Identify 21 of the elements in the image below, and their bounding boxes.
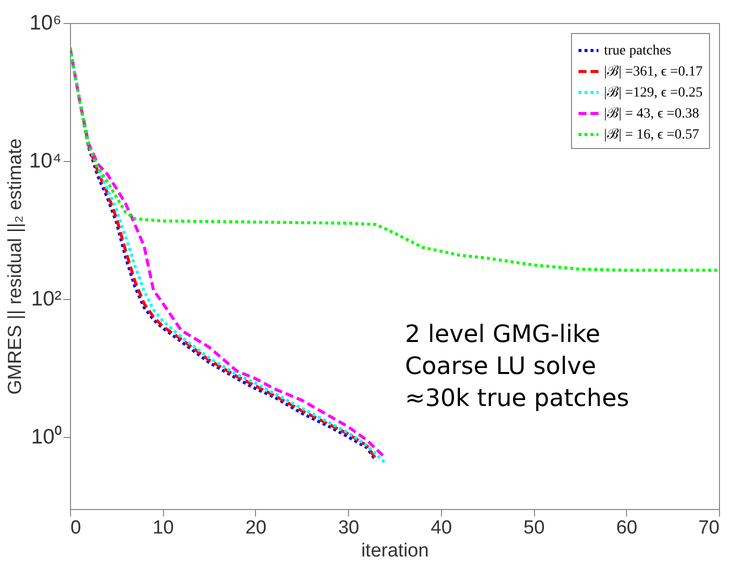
x-axis-title: iteration	[361, 540, 429, 562]
y-axis-title: GMRES || residual ||₂ estimate	[5, 138, 26, 395]
x-tick-label: 40	[430, 518, 452, 538]
x-tick-label: 50	[524, 518, 545, 538]
y-tick-label: 10⁴	[29, 149, 62, 172]
y-tick-label: 10⁶	[29, 12, 62, 34]
line-series	[70, 46, 719, 272]
x-tick-label: 30	[338, 518, 360, 538]
legend-label: |ℬ| =129, ϵ =0.25	[604, 86, 703, 100]
y-tick-label: 10²	[31, 287, 62, 310]
y-tick-label: 10⁰	[31, 425, 62, 448]
x-tick-label: 0	[70, 518, 82, 538]
x-tick-label: 70	[698, 518, 720, 538]
legend-label: true patches	[604, 44, 672, 58]
x-tick-label: 20	[245, 518, 266, 538]
x-tick-label: 60	[616, 518, 638, 538]
legend-label: |ℬ| = 16, ϵ =0.57	[604, 128, 700, 142]
x-tick-label: 10	[152, 518, 174, 538]
legend-label: |ℬ| =361, ϵ =0.17	[604, 64, 703, 80]
annotation: 2 level GMG-like Coarse LU solve ≈30k true patches	[405, 320, 630, 412]
legend-label: |ℬ| = 43, ϵ =0.38	[604, 106, 700, 122]
